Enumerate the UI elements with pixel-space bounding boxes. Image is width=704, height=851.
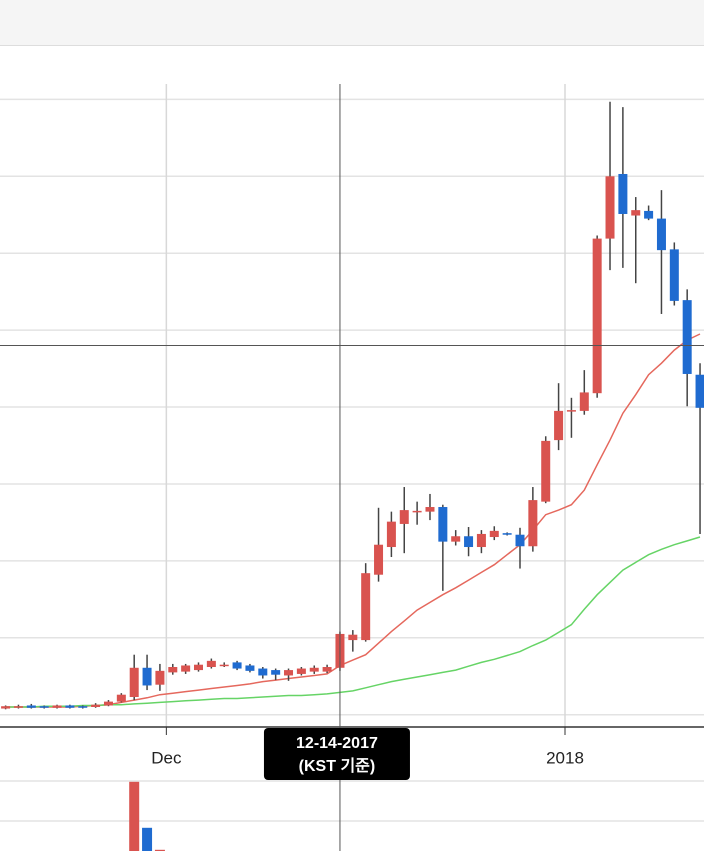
candle-body — [26, 705, 36, 708]
candle-body — [348, 634, 358, 641]
candle-body — [515, 534, 525, 547]
candle-body — [116, 694, 126, 702]
candle-body — [682, 300, 692, 374]
candle-body — [528, 500, 538, 547]
candle-body — [284, 670, 294, 676]
candle-body — [374, 544, 384, 575]
candle-body — [52, 705, 62, 708]
candle-body — [618, 173, 628, 214]
candle-body — [669, 249, 679, 301]
volume-bar — [129, 781, 140, 851]
crosshair-label: (KST 기준) — [299, 757, 376, 775]
candle-body — [271, 670, 281, 675]
candle-body — [194, 664, 203, 671]
candle-body — [206, 660, 216, 668]
candle-body — [219, 664, 229, 667]
candle-body — [605, 176, 615, 239]
candle-body — [425, 507, 435, 512]
candle-body — [13, 706, 23, 708]
candle-body — [322, 667, 332, 672]
candle-body — [592, 238, 602, 394]
candle-body — [1, 706, 11, 709]
candle-body — [554, 410, 564, 441]
crosshair-label: 12-14-2017 — [296, 735, 378, 752]
candle-body — [502, 533, 512, 535]
candle-body — [296, 668, 306, 674]
candle-body — [91, 704, 101, 708]
candle-body — [103, 701, 113, 706]
candle-body — [541, 440, 551, 502]
candle-body — [386, 521, 396, 548]
candle-body — [142, 667, 152, 686]
x-tick-label: 2018 — [546, 748, 584, 767]
candle-body — [438, 507, 448, 542]
candle-body — [644, 210, 654, 219]
candle-body — [412, 510, 422, 513]
candle-body — [631, 210, 641, 216]
candle-body — [399, 510, 409, 524]
candle-body — [451, 536, 461, 542]
candle-body — [258, 668, 268, 676]
candle-body — [155, 670, 165, 685]
candle-body — [39, 706, 49, 708]
x-tick-label: Dec — [151, 748, 182, 767]
toolbar — [0, 0, 704, 45]
candle-body — [579, 392, 589, 411]
candle-body — [695, 374, 704, 408]
candle-body — [168, 667, 178, 673]
crosshair-tooltip — [263, 728, 410, 780]
candle-body — [181, 665, 191, 672]
candle-body — [245, 665, 255, 671]
candle-body — [656, 218, 666, 251]
candle-body — [309, 667, 319, 672]
moving-average-line — [5, 536, 701, 708]
candle-body — [566, 410, 576, 412]
candle-body — [489, 530, 499, 538]
candle-body — [129, 667, 139, 698]
volume-bar — [154, 849, 165, 851]
candle-body — [65, 705, 75, 708]
candle-body — [361, 573, 371, 641]
candle-body — [464, 536, 474, 548]
volume-bar — [142, 827, 153, 851]
candle-body — [78, 706, 88, 708]
moving-average-line — [5, 333, 701, 708]
candle-body — [232, 662, 242, 669]
candle-body — [476, 533, 486, 548]
